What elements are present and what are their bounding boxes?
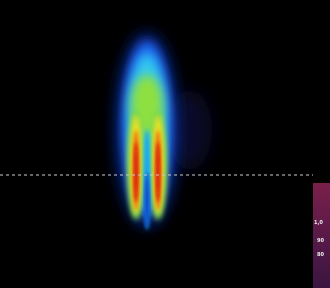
- colorbar-panel: [313, 183, 330, 288]
- colorbar-label: 1,0: [314, 220, 323, 226]
- page: 1,0 90 80 (() => { const data = JSON.par…: [0, 0, 330, 288]
- flame-image: 1,0 90 80: [0, 0, 330, 288]
- colorbar: 1,0 90 80: [313, 183, 330, 288]
- colorbar-label: 90: [317, 238, 324, 244]
- colorbar-label: 80: [317, 252, 324, 258]
